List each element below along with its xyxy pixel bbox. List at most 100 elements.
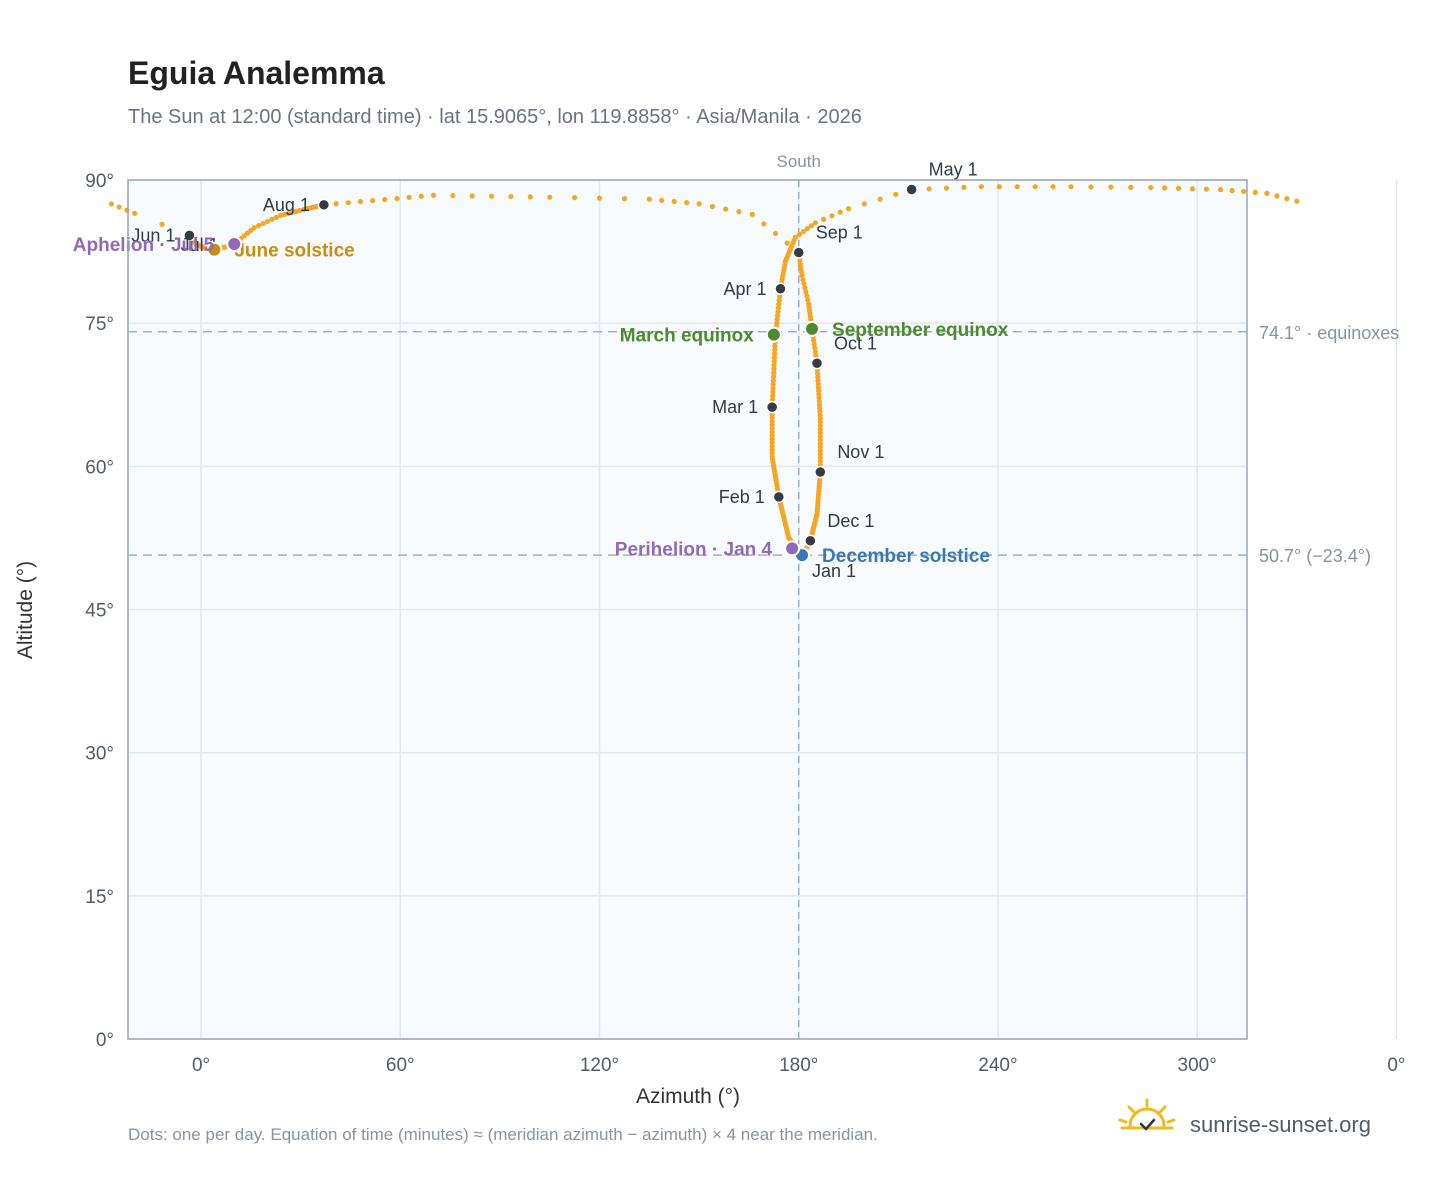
day-dot bbox=[450, 192, 456, 199]
day-dot bbox=[1189, 186, 1196, 192]
day-dot bbox=[800, 228, 806, 235]
day-dot bbox=[770, 377, 776, 384]
day-dot bbox=[488, 193, 495, 199]
brand-logo bbox=[1118, 1098, 1176, 1131]
day-dot bbox=[812, 220, 818, 226]
day-dot bbox=[770, 393, 776, 399]
day-dot bbox=[264, 218, 271, 225]
event-label: December solstice bbox=[822, 546, 990, 567]
day-dot bbox=[1252, 189, 1258, 196]
day-dot bbox=[812, 349, 818, 355]
event-label: Aphelion · Jul 5 bbox=[73, 235, 215, 256]
event-marker bbox=[804, 320, 821, 337]
month-label: Mar 1 bbox=[712, 397, 758, 417]
day-dot bbox=[709, 203, 716, 210]
reference-line-label: 74.1° · equinoxes bbox=[1259, 323, 1399, 343]
day-dot bbox=[821, 216, 827, 222]
day-dot bbox=[817, 440, 823, 447]
reference-lines: South 74.1° · equinoxes 50.7° (−23.4°) bbox=[128, 152, 1399, 1039]
day-dot bbox=[772, 347, 778, 353]
y-axis-ticks: 0° 15° 30° 45° 60° 75° 90° bbox=[85, 171, 114, 1051]
day-dot bbox=[800, 276, 806, 283]
month-marker bbox=[814, 465, 827, 479]
day-dot bbox=[772, 230, 779, 237]
day-dot bbox=[394, 195, 400, 202]
day-dot bbox=[771, 370, 777, 376]
day-dot bbox=[771, 354, 778, 361]
day-dot bbox=[943, 185, 950, 191]
day-dot bbox=[1068, 184, 1074, 190]
day-dot bbox=[1217, 186, 1224, 193]
day-dot bbox=[1162, 185, 1168, 191]
day-dot bbox=[817, 433, 823, 440]
day-dot bbox=[813, 353, 819, 359]
day-dot bbox=[547, 194, 553, 200]
day-dot bbox=[817, 426, 823, 432]
day-dot bbox=[784, 240, 790, 246]
event-marker bbox=[784, 540, 801, 557]
day-dot bbox=[508, 193, 514, 200]
day-dot bbox=[469, 193, 475, 199]
day-dot bbox=[829, 213, 835, 219]
day-dot bbox=[418, 193, 424, 199]
event-label: Perihelion · Jan 4 bbox=[615, 539, 773, 560]
day-dot bbox=[861, 201, 867, 207]
day-dot bbox=[1148, 185, 1154, 191]
day-dot bbox=[804, 226, 810, 232]
meridian-label: South bbox=[777, 152, 821, 171]
day-dot bbox=[798, 269, 805, 275]
day-dot bbox=[684, 200, 690, 206]
day-dot bbox=[1032, 184, 1038, 190]
month-label: Nov 1 bbox=[837, 442, 884, 462]
day-dot bbox=[961, 184, 967, 190]
day-dot bbox=[771, 362, 777, 368]
day-dot bbox=[269, 216, 275, 223]
day-dot bbox=[817, 455, 823, 461]
day-dot bbox=[430, 192, 437, 198]
day-dot bbox=[771, 366, 777, 372]
day-dot bbox=[769, 396, 776, 403]
day-dot bbox=[817, 444, 823, 450]
check-icon bbox=[1139, 1118, 1156, 1131]
event-marker bbox=[206, 241, 223, 258]
day-dot bbox=[803, 289, 809, 295]
day-dot bbox=[761, 221, 767, 227]
day-dot bbox=[1229, 187, 1235, 194]
month-label: Sep 1 bbox=[816, 223, 863, 243]
day-dot bbox=[1128, 184, 1134, 190]
day-dot bbox=[646, 196, 652, 202]
month-label: Feb 1 bbox=[719, 487, 765, 507]
y-tick-label: 75° bbox=[85, 314, 114, 335]
day-dot bbox=[749, 211, 755, 217]
day-dot bbox=[1241, 188, 1247, 195]
month-marker bbox=[772, 490, 786, 504]
day-dot bbox=[116, 204, 122, 210]
event-label: June solstice bbox=[234, 241, 354, 262]
x-tick-label: 0° bbox=[1387, 1055, 1405, 1076]
event-marker bbox=[765, 326, 782, 343]
day-dot bbox=[775, 305, 781, 311]
day-dot bbox=[770, 389, 776, 395]
day-dot bbox=[811, 341, 817, 347]
day-dot bbox=[797, 257, 803, 263]
day-dot bbox=[805, 297, 811, 303]
day-dot bbox=[771, 358, 777, 364]
month-label: Oct 1 bbox=[834, 333, 877, 353]
day-dot bbox=[776, 297, 782, 303]
day-dot bbox=[817, 448, 823, 454]
day-dot bbox=[345, 200, 351, 206]
day-dot bbox=[770, 374, 777, 380]
day-dot bbox=[621, 196, 628, 202]
day-dot bbox=[775, 309, 781, 315]
x-tick-label: 60° bbox=[386, 1055, 415, 1076]
day-dot bbox=[774, 312, 781, 319]
day-dot bbox=[1175, 185, 1182, 191]
day-dot bbox=[799, 272, 805, 279]
month-marker bbox=[810, 357, 824, 370]
event-label: March equinox bbox=[620, 326, 755, 347]
month-label: Aug 1 bbox=[263, 195, 310, 215]
day-dot bbox=[801, 281, 807, 287]
day-dot bbox=[357, 199, 364, 205]
day-dot bbox=[774, 320, 780, 326]
day-dot bbox=[845, 206, 852, 212]
